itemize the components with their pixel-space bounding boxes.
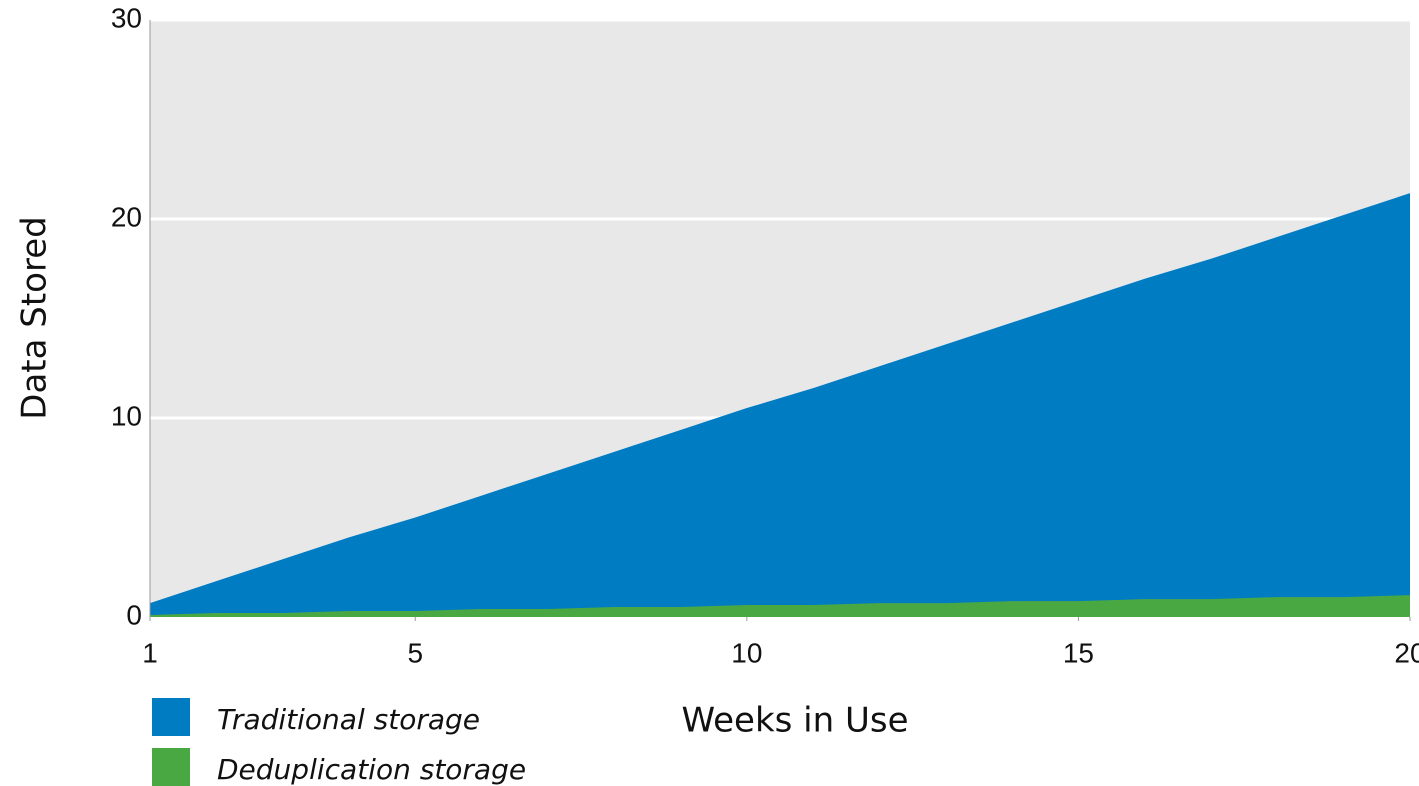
x-tick-label: 5: [407, 637, 423, 668]
y-tick-label: 30: [111, 2, 142, 33]
legend-label: Traditional storage: [217, 703, 480, 736]
x-tick-label: 10: [731, 637, 762, 668]
y-tick-label: 0: [126, 599, 142, 630]
y-tick-label: 10: [111, 400, 142, 431]
area: [150, 595, 1410, 617]
area: [150, 193, 1410, 617]
x-tick-label: 1: [142, 637, 158, 668]
legend-swatch: [152, 748, 190, 786]
x-axis-title: Weeks in Use: [682, 701, 909, 741]
legend-swatch: [152, 698, 190, 736]
y-axis-title: Data Stored: [15, 216, 55, 419]
legend-label: Deduplication storage: [217, 753, 526, 786]
y-tick-label: 20: [111, 201, 142, 232]
x-tick-label: 20: [1394, 637, 1419, 668]
x-tick-label: 15: [1063, 637, 1094, 668]
